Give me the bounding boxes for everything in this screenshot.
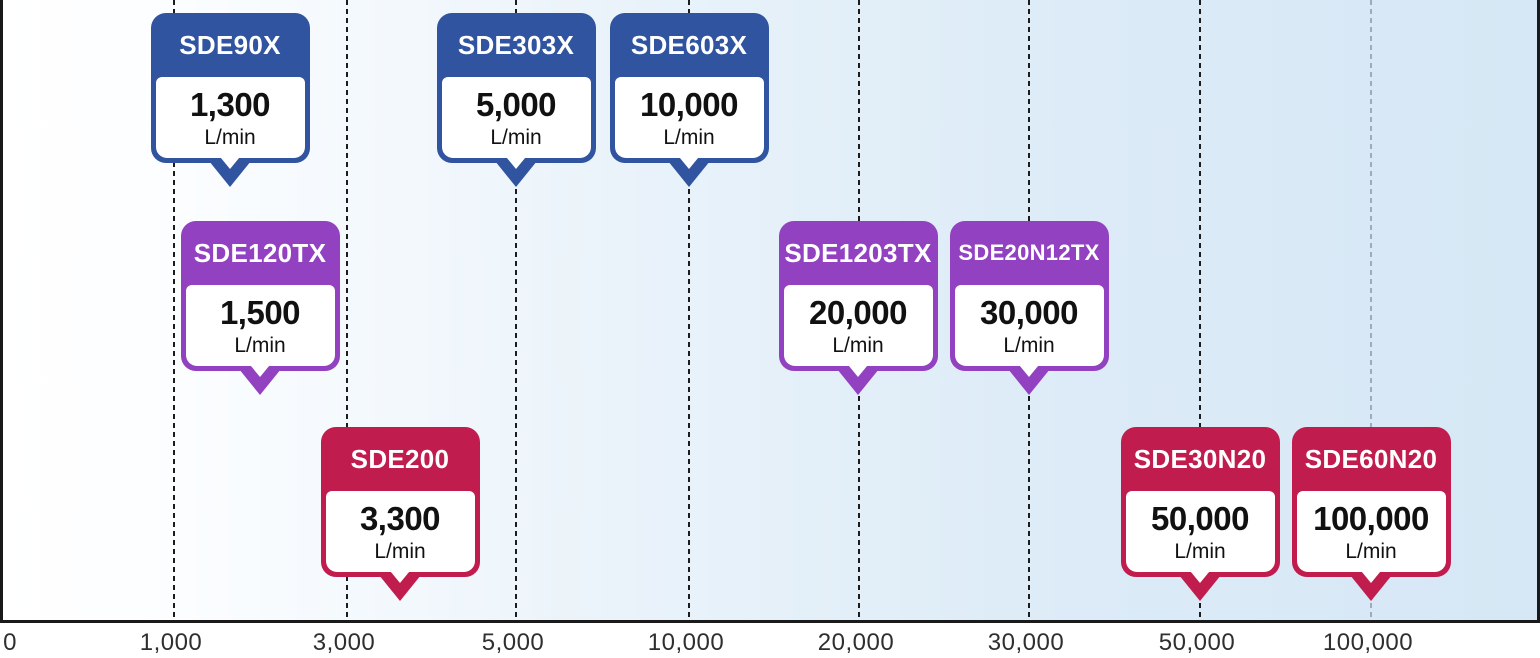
badge-pointer-inner-icon — [216, 152, 244, 169]
badge-pointer-inner-icon — [386, 566, 414, 583]
flow-value: 1,300 — [189, 85, 271, 123]
gridline-10000 — [688, 0, 690, 620]
flow-unit: L/min — [374, 539, 426, 563]
badge-pointer-inner-icon — [1186, 566, 1214, 583]
product-badge-sde303x: SDE303X 5,000 L/min — [436, 13, 596, 187]
model-name: SDE30N20 — [1133, 443, 1267, 474]
product-badge-sde20n12tx: SDE20N12TX 30,000 L/min — [949, 221, 1109, 395]
flow-unit: L/min — [204, 125, 256, 149]
flow-value: 30,000 — [980, 293, 1078, 331]
axis-tick-label-50000: 50,000 — [1158, 629, 1236, 656]
badge-pointer-inner-icon — [844, 360, 872, 377]
product-badge-sde60n20: SDE60N20 100,000 L/min — [1291, 427, 1451, 601]
flow-unit: L/min — [1174, 539, 1226, 563]
badge-body: 10,000 L/min — [614, 77, 764, 158]
model-name: SDE603X — [630, 29, 748, 60]
badge-body: 50,000 L/min — [1125, 491, 1275, 572]
badge-pointer-inner-icon — [246, 360, 274, 377]
gridline-1000 — [173, 0, 175, 620]
badge-body: 3,300 L/min — [325, 491, 475, 572]
axis-tick-label-10000: 10,000 — [647, 629, 725, 656]
flow-value: 50,000 — [1151, 499, 1249, 537]
axis-tick-label-0: 0 — [3, 629, 17, 656]
badge-pointer-inner-icon — [502, 152, 530, 169]
flow-value: 100,000 — [1313, 499, 1429, 537]
flow-unit: L/min — [832, 333, 884, 357]
badge-pointer-inner-icon — [1357, 566, 1385, 583]
x-axis-line — [0, 620, 1540, 623]
axis-tick-label-5000: 5,000 — [481, 629, 545, 656]
badges-layer: SDE90X 1,300 L/min SDE303X 5,000 L/min S… — [3, 0, 1537, 620]
badge-body: 1,300 L/min — [155, 77, 305, 158]
badge-body: 100,000 L/min — [1296, 491, 1446, 572]
badge-pointer-inner-icon — [675, 152, 703, 169]
axis-tick-label-20000: 20,000 — [817, 629, 895, 656]
flow-unit: L/min — [490, 125, 542, 149]
flow-value: 10,000 — [640, 85, 738, 123]
flow-unit: L/min — [1003, 333, 1055, 357]
model-name: SDE120TX — [193, 237, 327, 268]
product-badge-sde603x: SDE603X 10,000 L/min — [609, 13, 769, 187]
flow-unit: L/min — [1345, 539, 1397, 563]
model-name: SDE60N20 — [1304, 443, 1438, 474]
product-badge-sde200: SDE200 3,300 L/min — [320, 427, 480, 601]
axis-tick-label-100000: 100,000 — [1322, 629, 1414, 656]
badge-body: 5,000 L/min — [441, 77, 591, 158]
model-name: SDE20N12TX — [958, 240, 1100, 265]
badge-pointer-inner-icon — [1015, 360, 1043, 377]
gridline-50000 — [1199, 0, 1201, 620]
badge-body: 1,500 L/min — [185, 285, 335, 366]
product-badge-sde30n20: SDE30N20 50,000 L/min — [1120, 427, 1280, 601]
axis-tick-label-30000: 30,000 — [987, 629, 1065, 656]
chart-plot-area: SDE90X 1,300 L/min SDE303X 5,000 L/min S… — [0, 0, 1540, 620]
flow-value: 5,000 — [475, 85, 557, 123]
model-name: SDE303X — [457, 29, 575, 60]
model-name: SDE200 — [350, 443, 450, 474]
badge-body: 30,000 L/min — [954, 285, 1104, 366]
axis-tick-label-3000: 3,000 — [312, 629, 376, 656]
product-badge-sde120tx: SDE120TX 1,500 L/min — [180, 221, 340, 395]
flow-unit: L/min — [663, 125, 715, 149]
x-axis-labels: 0 1,000 3,000 5,000 10,000 20,000 30,000 50,000… — [0, 629, 1540, 658]
gridline-100000 — [1370, 0, 1372, 620]
flow-value: 3,300 — [359, 499, 441, 537]
flow-value: 1,500 — [219, 293, 301, 331]
model-name: SDE1203TX — [784, 237, 932, 268]
model-name: SDE90X — [179, 29, 281, 60]
flow-value: 20,000 — [809, 293, 907, 331]
gridline-5000 — [515, 0, 517, 620]
axis-tick-label-1000: 1,000 — [139, 629, 203, 656]
gridline-3000 — [346, 0, 348, 620]
product-badge-sde90x: SDE90X 1,300 L/min — [150, 13, 310, 187]
flow-unit: L/min — [234, 333, 286, 357]
product-badge-sde1203tx: SDE1203TX 20,000 L/min — [778, 221, 938, 395]
badge-body: 20,000 L/min — [783, 285, 933, 366]
